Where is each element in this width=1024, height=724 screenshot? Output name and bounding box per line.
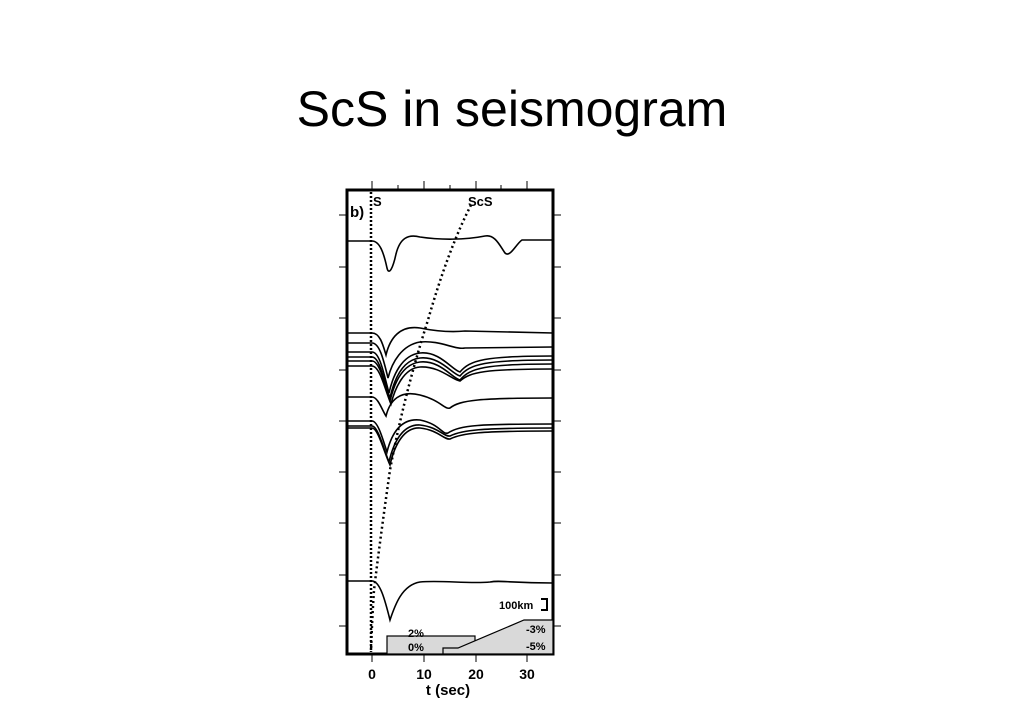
model-label-minus5pct: -5% (526, 641, 546, 653)
top-ticks (371, 181, 528, 190)
trace-7 (347, 365, 554, 407)
scale-label: 100km (499, 600, 533, 612)
model-label-2pct: 2% (408, 628, 424, 640)
x-tick-label-30: 30 (519, 666, 535, 682)
s-phase-label: S (373, 194, 382, 209)
x-tick-label-0: 0 (368, 666, 376, 682)
bottom-ticks (371, 654, 528, 662)
model-label-minus3pct: -3% (526, 624, 546, 636)
trace-5 (347, 356, 554, 401)
x-tick-label-20: 20 (468, 666, 484, 682)
trace-1 (347, 235, 553, 272)
x-tick-label-10: 10 (416, 666, 432, 682)
model-label-0pct: 0% (408, 642, 424, 654)
x-axis-label: t (sec) (426, 682, 470, 699)
side-ticks (339, 214, 561, 627)
trace-9 (347, 419, 554, 455)
trace-12 (347, 580, 554, 623)
trace-4 (347, 351, 554, 394)
trace-3 (347, 340, 554, 379)
trace-8 (347, 393, 554, 418)
seismogram-traces (347, 235, 554, 623)
trace-11 (347, 427, 554, 468)
slide-title: ScS in seismogram (296, 81, 728, 137)
model-ramp-right (442, 619, 554, 655)
scs-phase-label: ScS (468, 194, 493, 209)
trace-6 (347, 360, 554, 404)
scale-bar (541, 598, 548, 611)
trace-2 (347, 326, 554, 359)
panel-label: b) (350, 204, 364, 221)
